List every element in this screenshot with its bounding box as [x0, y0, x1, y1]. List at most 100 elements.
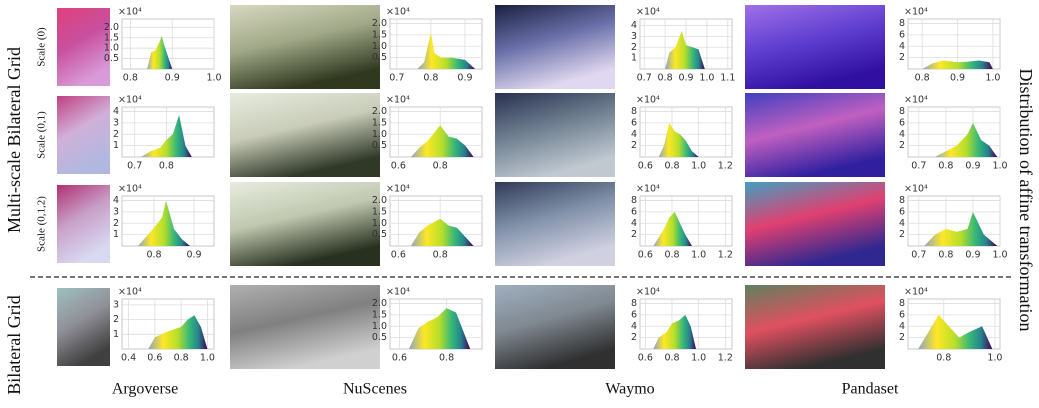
image — [745, 182, 885, 266]
image — [745, 5, 885, 89]
y-tick-label: 2.0 — [372, 298, 387, 309]
histogram-area — [658, 122, 699, 157]
y-tick-label: 8 — [631, 195, 637, 206]
image — [495, 93, 615, 177]
exponent-label: ×10⁴ — [118, 7, 142, 18]
y-tick-label: 0.5 — [104, 53, 119, 64]
x-tick-label: 0.9 — [457, 73, 472, 84]
x-tick-label: 0.7 — [911, 250, 926, 261]
y-tick-label: 1.0 — [104, 43, 119, 54]
row-label: Scale (0,1) — [36, 111, 48, 159]
histogram-area — [417, 32, 476, 69]
column-label: Waymo — [605, 381, 654, 398]
exponent-label: ×10⁴ — [636, 95, 660, 106]
image — [495, 5, 615, 89]
x-tick-label: 0.6 — [392, 353, 407, 364]
x-tick-label: 0.9 — [186, 250, 201, 261]
x-tick-label: 0.7 — [127, 161, 142, 172]
histogram-area — [147, 35, 173, 69]
y-tick-label: 2 — [899, 229, 905, 240]
y-tick-label: 2 — [113, 314, 119, 325]
y-tick-label: 1.5 — [104, 32, 119, 43]
y-tick-label: 4 — [899, 321, 905, 332]
image — [495, 182, 615, 266]
y-tick-label: 8 — [899, 106, 905, 117]
y-tick-label: 1 — [631, 53, 637, 64]
y-tick-label: 4 — [113, 195, 119, 206]
y-tick-label: 6 — [899, 309, 905, 320]
y-tick-label: 1 — [113, 329, 119, 340]
histogram-area — [924, 211, 998, 246]
histogram-area — [138, 200, 190, 246]
y-tick-label: 2 — [899, 332, 905, 343]
x-tick-label: 0.8 — [936, 353, 951, 364]
x-tick-label: 0.8 — [433, 250, 448, 261]
group-label: Multi-scale Bilateral Grid — [4, 47, 24, 233]
exponent-label: ×10⁴ — [904, 7, 928, 18]
x-tick-label: 1.2 — [718, 353, 733, 364]
histogram-area — [935, 122, 998, 157]
y-tick-label: 0.5 — [372, 332, 387, 343]
row-label: Scale (0,1,2) — [36, 196, 48, 252]
histogram-area — [410, 125, 474, 157]
y-tick-label: 8 — [631, 106, 637, 117]
histogram-area — [408, 308, 471, 349]
x-tick-label: 0.6 — [147, 353, 162, 364]
y-tick-label: 3 — [113, 206, 119, 217]
exponent-label: ×10⁴ — [636, 287, 660, 298]
x-tick-label: 0.4 — [121, 353, 136, 364]
y-tick-label: 4 — [899, 218, 905, 229]
x-tick-label: 0.8 — [938, 250, 953, 261]
y-tick-label: 4 — [899, 129, 905, 140]
histogram-area — [918, 314, 993, 349]
histogram-area — [653, 211, 692, 246]
y-tick-label: 3 — [113, 117, 119, 128]
y-tick-label: 1.0 — [372, 129, 387, 140]
x-tick-label: 0.8 — [423, 73, 438, 84]
x-tick-label: 0.9 — [165, 73, 180, 84]
x-tick-label: 0.8 — [146, 250, 161, 261]
exponent-label: ×10⁴ — [386, 287, 410, 298]
y-tick-label: 1 — [113, 229, 119, 240]
y-tick-label: 8 — [899, 195, 905, 206]
x-tick-label: 0.7 — [637, 73, 652, 84]
exponent-label: ×10⁴ — [118, 184, 142, 195]
x-tick-label: 1.1 — [720, 73, 735, 84]
y-tick-label: 2 — [113, 218, 119, 229]
image — [230, 182, 380, 266]
image — [57, 288, 110, 366]
exponent-label: ×10⁴ — [636, 184, 660, 195]
exponent-label: ×10⁴ — [386, 184, 410, 195]
y-tick-label: 8 — [899, 18, 905, 29]
x-tick-label: 0.7 — [389, 73, 404, 84]
y-tick-label: 1 — [113, 140, 119, 151]
x-tick-label: 0.9 — [950, 73, 965, 84]
y-tick-label: 1.5 — [372, 117, 387, 128]
x-tick-label: 0.6 — [638, 250, 653, 261]
image — [230, 285, 380, 369]
histogram-area — [665, 31, 705, 69]
side-label: Distribution of affine transformation — [1016, 68, 1036, 331]
x-tick-label: 1.2 — [718, 250, 733, 261]
image — [230, 5, 380, 89]
y-tick-label: 4 — [899, 41, 905, 52]
y-tick-label: 0.5 — [372, 52, 387, 63]
image — [57, 185, 110, 263]
x-tick-label: 0.8 — [123, 73, 138, 84]
y-tick-label: 1.5 — [372, 29, 387, 40]
histogram-area — [653, 314, 696, 349]
exponent-label: ×10⁴ — [904, 95, 928, 106]
y-tick-label: 3 — [631, 31, 637, 42]
y-tick-label: 4 — [631, 218, 637, 229]
y-tick-label: 6 — [631, 206, 637, 217]
column-label: Pandaset — [842, 381, 899, 398]
x-tick-label: 1.0 — [992, 161, 1007, 172]
image — [495, 285, 615, 369]
x-tick-label: 0.6 — [391, 250, 406, 261]
y-tick-label: 4 — [631, 20, 637, 31]
y-tick-label: 1.0 — [372, 321, 387, 332]
x-tick-label: 0.7 — [911, 161, 926, 172]
y-tick-label: 0.5 — [372, 229, 387, 240]
exponent-label: ×10⁴ — [118, 95, 142, 106]
